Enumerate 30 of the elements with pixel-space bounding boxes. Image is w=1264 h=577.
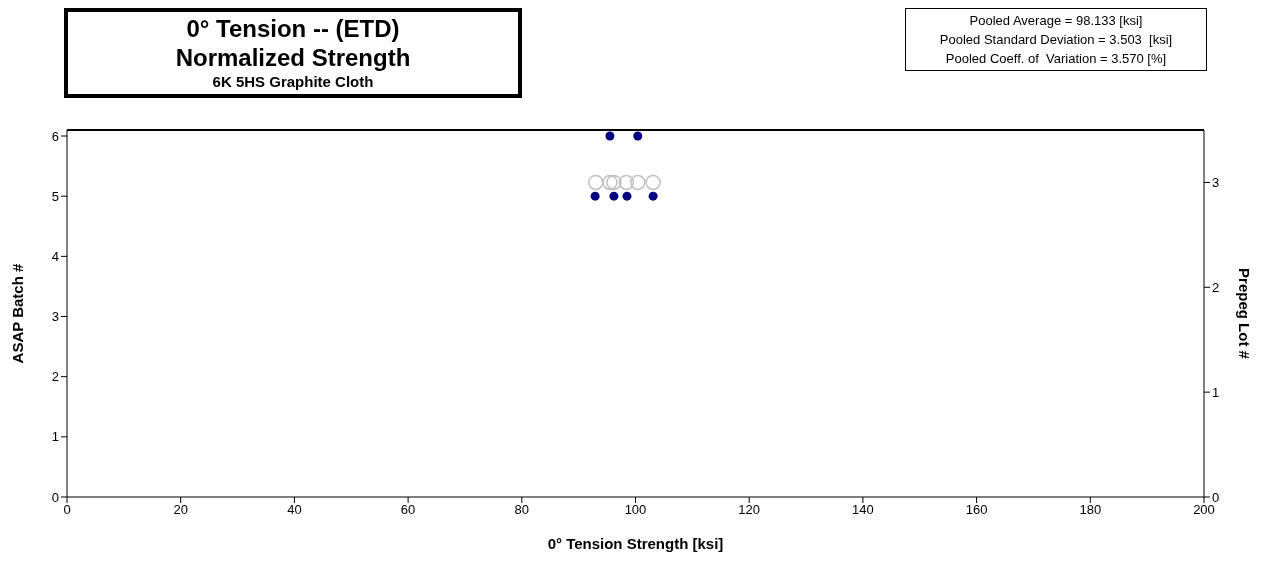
- x-tick-label: 100: [624, 502, 647, 518]
- y-tick-label: 2: [51, 369, 59, 385]
- x-tick-label: 60: [400, 502, 416, 518]
- x-axis-title: 0° Tension Strength [ksi]: [547, 535, 724, 552]
- y-tick-label: 6: [51, 128, 59, 144]
- y-tick-label: 4: [51, 248, 59, 264]
- x-tick-label: 160: [965, 502, 988, 518]
- y2-axis-title: Prepeg Lot #: [1235, 268, 1253, 360]
- x-tick-label: 140: [852, 502, 874, 518]
- y2-tick-label: 0: [1212, 489, 1220, 505]
- text: Pooled Coeff. of Variation = 3.570 [%]: [944, 50, 1168, 68]
- y2-tick-label: 3: [1212, 175, 1220, 191]
- chart-title: 0° Tension -- (ETD) Normalized Strength: [174, 14, 412, 72]
- x-tick-label: 80: [514, 502, 530, 518]
- x-tick-label: 0: [63, 502, 71, 518]
- text: Pooled Average = 98.133 [ksi]: [968, 12, 1144, 30]
- x-tick-label: 180: [1079, 502, 1102, 518]
- y-tick-label: 3: [51, 309, 59, 325]
- y-tick-label: 0: [51, 489, 59, 505]
- y-tick-label: 1: [51, 429, 59, 445]
- chart-subtitle: 6K 5HS Graphite Cloth: [211, 72, 375, 92]
- text: Pooled Standard Deviation = 3.503 [ksi]: [938, 31, 1174, 49]
- y-tick-label: 5: [51, 188, 59, 204]
- x-tick-label: 120: [738, 502, 761, 518]
- y2-tick-label: 2: [1212, 279, 1220, 295]
- x-tick-label: 20: [173, 502, 188, 518]
- y-axis-title: ASAP Batch #: [9, 262, 27, 364]
- y2-tick-label: 1: [1212, 384, 1220, 400]
- x-tick-label: 40: [287, 502, 302, 518]
- x-tick-label: 200: [1193, 502, 1215, 518]
